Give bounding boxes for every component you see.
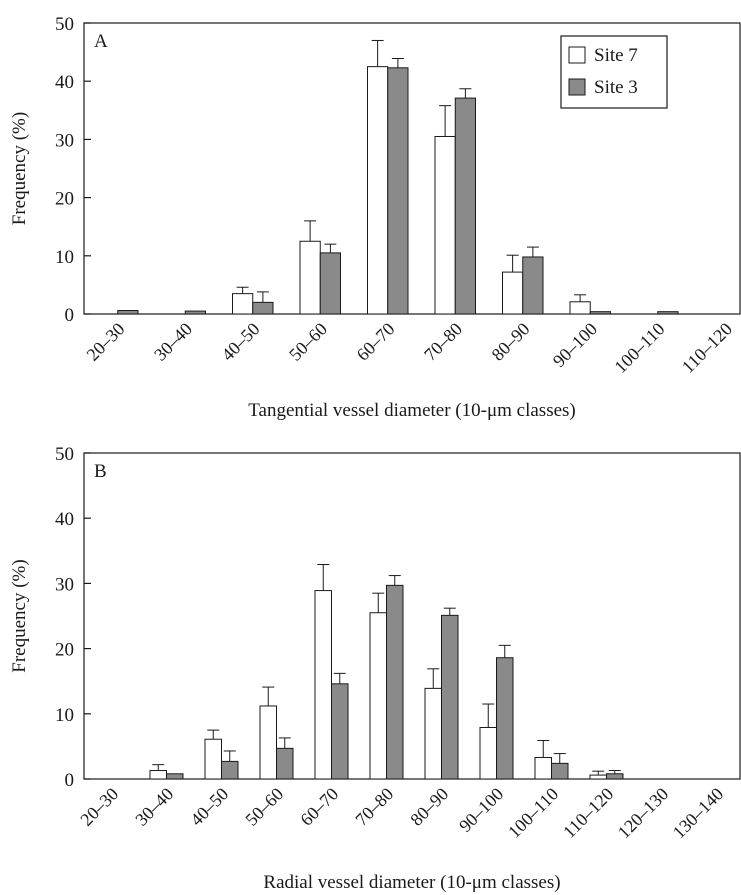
y-tick-label: 40 <box>55 509 74 530</box>
legend: Site 7 Site 3 <box>560 35 668 109</box>
bar-site-7 <box>479 726 497 780</box>
x-tick-label: 40–50 <box>186 784 232 830</box>
x-tick-label: 120–130 <box>614 784 673 843</box>
x-tick-label: 30–40 <box>150 319 196 365</box>
y-axis-label: Frequency (%) <box>9 559 30 672</box>
bar-site-7 <box>369 612 387 780</box>
bar-site-7 <box>502 271 524 315</box>
bar-site-3 <box>657 311 679 315</box>
legend-label-site-7: Site 7 <box>594 45 638 66</box>
x-tick-label: 110–120 <box>559 784 617 842</box>
bar-site-3 <box>441 614 459 780</box>
bar-site-7 <box>434 135 456 315</box>
x-tick-label: 80–90 <box>406 784 452 830</box>
bar-site-3 <box>331 683 349 780</box>
y-axis-label: Frequency (%) <box>9 112 30 225</box>
x-axis-label: Radial vessel diameter (10-μm classes) <box>263 872 560 893</box>
bar-site-3 <box>221 760 239 780</box>
bar-site-7 <box>367 66 389 315</box>
x-tick-label: 20–30 <box>76 784 122 830</box>
bar-site-3 <box>319 252 341 315</box>
y-tick-label: 0 <box>65 770 75 791</box>
legend-label-site-3: Site 3 <box>594 77 638 98</box>
legend-swatch-site-7 <box>568 46 586 64</box>
y-tick-label: 50 <box>55 444 74 465</box>
bar-site-3 <box>386 584 404 780</box>
x-tick-label: 100–110 <box>610 319 668 377</box>
bar-site-7 <box>314 590 332 780</box>
bar-site-3 <box>589 311 611 315</box>
x-tick-label: 60–70 <box>296 784 342 830</box>
x-tick-label: 40–50 <box>218 319 264 365</box>
legend-swatch-site-3 <box>568 78 586 96</box>
x-tick-label: 100–110 <box>504 784 562 842</box>
bar-site-3 <box>606 773 624 780</box>
bar-site-3 <box>496 657 514 780</box>
y-tick-label: 40 <box>55 72 74 93</box>
y-tick-label: 20 <box>55 640 74 661</box>
x-tick-label: 130–140 <box>669 784 728 843</box>
bar-site-3 <box>276 747 294 780</box>
panel-label: A <box>94 31 108 52</box>
plot-frame <box>83 452 741 780</box>
plot-frame <box>83 22 741 315</box>
bar-site-3 <box>166 773 184 780</box>
y-tick-label: 50 <box>55 14 74 35</box>
bar-site-7 <box>424 687 442 780</box>
bar-site-7 <box>259 705 277 780</box>
bar-site-3 <box>551 762 569 780</box>
x-tick-label: 20–30 <box>83 319 129 365</box>
bar-site-3 <box>387 67 409 315</box>
bar-site-7 <box>299 240 321 315</box>
x-tick-label: 110–120 <box>678 319 736 377</box>
y-tick-label: 0 <box>65 305 75 326</box>
x-tick-label: 70–80 <box>351 784 397 830</box>
x-tick-label: 70–80 <box>420 319 466 365</box>
y-tick-label: 10 <box>55 247 74 268</box>
x-tick-label: 90–100 <box>455 784 507 836</box>
x-tick-label: 30–40 <box>131 784 177 830</box>
x-tick-label: 80–90 <box>488 319 534 365</box>
panel-b: B 0 10 20 30 40 50 Frequency (%) 20–30 30–40 40–50… <box>9 444 741 893</box>
x-tick-label: 60–70 <box>353 319 399 365</box>
x-tick-label: 50–60 <box>241 784 287 830</box>
panel-label: B <box>94 461 107 482</box>
bar-site-3 <box>522 256 544 315</box>
bar-site-3 <box>184 310 206 315</box>
bar-site-3 <box>454 97 476 315</box>
bar-site-3 <box>117 310 139 315</box>
x-axis-label: Tangential vessel diameter (10-μm classe… <box>248 400 576 421</box>
bar-site-7 <box>204 738 222 780</box>
bar-site-7 <box>232 293 254 315</box>
y-tick-label: 30 <box>55 574 74 595</box>
bar-site-7 <box>149 770 167 780</box>
y-tick-label: 30 <box>55 130 74 151</box>
panel-a: A 0 10 20 30 40 50 Frequency (%) 20–30 30–40 40–50… <box>9 14 741 421</box>
bar-site-7 <box>534 756 552 780</box>
y-tick-label: 10 <box>55 705 74 726</box>
y-tick-label: 20 <box>55 189 74 210</box>
bar-site-7 <box>569 301 591 315</box>
x-tick-label: 50–60 <box>285 319 331 365</box>
bar-site-7 <box>589 774 607 780</box>
x-tick-label: 90–100 <box>549 319 601 371</box>
bar-site-3 <box>252 301 274 315</box>
